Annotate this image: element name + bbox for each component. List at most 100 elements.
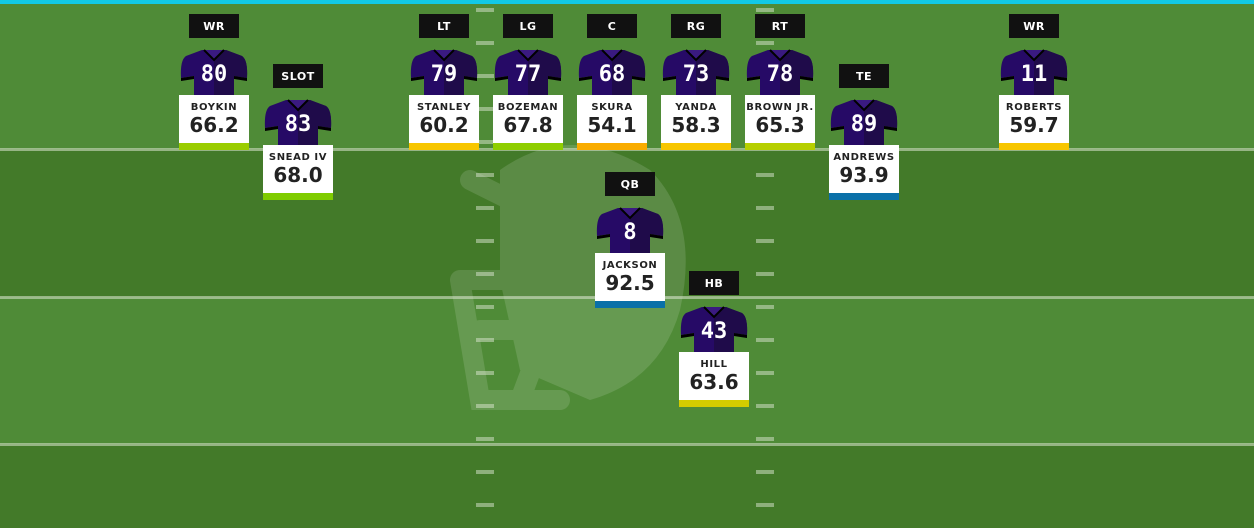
position-label: RT bbox=[755, 14, 805, 38]
hash-mark bbox=[476, 470, 494, 474]
jersey-icon bbox=[680, 305, 748, 356]
player-card[interactable]: ROBERTS 59.7 bbox=[999, 95, 1069, 150]
position-label: LT bbox=[419, 14, 469, 38]
hash-mark bbox=[476, 404, 494, 408]
jersey-icon bbox=[596, 206, 664, 257]
hash-mark bbox=[476, 173, 494, 177]
position-label: QB bbox=[605, 172, 655, 196]
player-name: JACKSON bbox=[602, 260, 658, 271]
jersey-number: 89 bbox=[850, 112, 878, 137]
hash-mark bbox=[476, 239, 494, 243]
position-label: C bbox=[587, 14, 637, 38]
hash-mark bbox=[756, 338, 774, 342]
hash-mark bbox=[476, 503, 494, 507]
player-name: SNEAD IV bbox=[268, 152, 328, 163]
hash-mark bbox=[756, 8, 774, 12]
hash-mark bbox=[756, 503, 774, 507]
player-name: ROBERTS bbox=[1005, 102, 1063, 113]
player-name: BOZEMAN bbox=[497, 102, 559, 113]
jersey-icon bbox=[264, 98, 332, 149]
player-grade: 92.5 bbox=[605, 271, 655, 295]
jersey-number: 80 bbox=[200, 62, 228, 87]
player-name: BROWN JR. bbox=[746, 102, 814, 113]
hash-mark bbox=[476, 272, 494, 276]
jersey-icon bbox=[494, 48, 562, 99]
hash-mark bbox=[476, 305, 494, 309]
player-name: HILL bbox=[700, 359, 728, 370]
hash-mark bbox=[476, 338, 494, 342]
jersey-icon bbox=[1000, 48, 1068, 99]
player-card[interactable]: ANDREWS 93.9 bbox=[829, 145, 899, 200]
jersey-icon bbox=[830, 98, 898, 149]
jersey-icon bbox=[746, 48, 814, 99]
grade-color-bar bbox=[679, 400, 749, 407]
player-card[interactable]: SNEAD IV 68.0 bbox=[263, 145, 333, 200]
jersey-number: 79 bbox=[430, 62, 458, 87]
yard-line bbox=[0, 443, 1254, 446]
jersey-icon bbox=[180, 48, 248, 99]
hash-mark bbox=[476, 140, 494, 144]
player-grade: 93.9 bbox=[839, 163, 889, 187]
player-card[interactable]: JACKSON 92.5 bbox=[595, 253, 665, 308]
jersey-number: 73 bbox=[682, 62, 710, 87]
player-name: ANDREWS bbox=[833, 152, 895, 163]
position-label: TE bbox=[839, 64, 889, 88]
position-label: RG bbox=[671, 14, 721, 38]
hash-mark bbox=[756, 437, 774, 441]
player-card[interactable]: YANDA 58.3 bbox=[661, 95, 731, 150]
player-card[interactable]: STANLEY 60.2 bbox=[409, 95, 479, 150]
position-label: HB bbox=[689, 271, 739, 295]
player-grade: 59.7 bbox=[1009, 113, 1059, 137]
player-name: STANLEY bbox=[417, 102, 471, 113]
player-card[interactable]: BOYKIN 66.2 bbox=[179, 95, 249, 150]
grade-color-bar bbox=[829, 193, 899, 200]
player-grade: 58.3 bbox=[671, 113, 721, 137]
grade-color-bar bbox=[661, 143, 731, 150]
player-name: BOYKIN bbox=[190, 102, 238, 113]
hash-mark bbox=[756, 206, 774, 210]
player-name: SKURA bbox=[591, 102, 633, 113]
player-grade: 67.8 bbox=[503, 113, 553, 137]
grade-color-bar bbox=[263, 193, 333, 200]
jersey-icon bbox=[662, 48, 730, 99]
jersey-number: 8 bbox=[623, 220, 637, 245]
jersey-number: 43 bbox=[700, 319, 728, 344]
grade-color-bar bbox=[577, 143, 647, 150]
hash-mark bbox=[476, 41, 494, 45]
hash-mark bbox=[756, 239, 774, 243]
jersey-icon bbox=[410, 48, 478, 99]
jersey-icon bbox=[578, 48, 646, 99]
hash-mark bbox=[476, 371, 494, 375]
grade-color-bar bbox=[493, 143, 563, 150]
player-card[interactable]: BOZEMAN 67.8 bbox=[493, 95, 563, 150]
player-card[interactable]: BROWN JR. 65.3 bbox=[745, 95, 815, 150]
jersey-number: 83 bbox=[284, 112, 312, 137]
grade-color-bar bbox=[595, 301, 665, 308]
hash-mark bbox=[756, 404, 774, 408]
grade-color-bar bbox=[179, 143, 249, 150]
accent-bar bbox=[0, 0, 1254, 4]
player-card[interactable]: SKURA 54.1 bbox=[577, 95, 647, 150]
hash-mark bbox=[756, 470, 774, 474]
position-label: LG bbox=[503, 14, 553, 38]
hash-mark bbox=[756, 272, 774, 276]
player-name: YANDA bbox=[675, 102, 717, 113]
grade-color-bar bbox=[745, 143, 815, 150]
position-label: SLOT bbox=[273, 64, 323, 88]
player-grade: 66.2 bbox=[189, 113, 239, 137]
player-card[interactable]: HILL 63.6 bbox=[679, 352, 749, 407]
position-label: WR bbox=[189, 14, 239, 38]
hash-mark bbox=[476, 437, 494, 441]
jersey-number: 11 bbox=[1020, 62, 1048, 87]
hash-mark bbox=[476, 206, 494, 210]
grade-color-bar bbox=[409, 143, 479, 150]
player-grade: 63.6 bbox=[689, 370, 739, 394]
hash-mark bbox=[756, 41, 774, 45]
player-grade: 60.2 bbox=[419, 113, 469, 137]
jersey-number: 77 bbox=[514, 62, 542, 87]
hash-mark bbox=[756, 305, 774, 309]
player-grade: 68.0 bbox=[273, 163, 323, 187]
player-grade: 54.1 bbox=[587, 113, 637, 137]
jersey-number: 78 bbox=[766, 62, 794, 87]
player-grade: 65.3 bbox=[755, 113, 805, 137]
